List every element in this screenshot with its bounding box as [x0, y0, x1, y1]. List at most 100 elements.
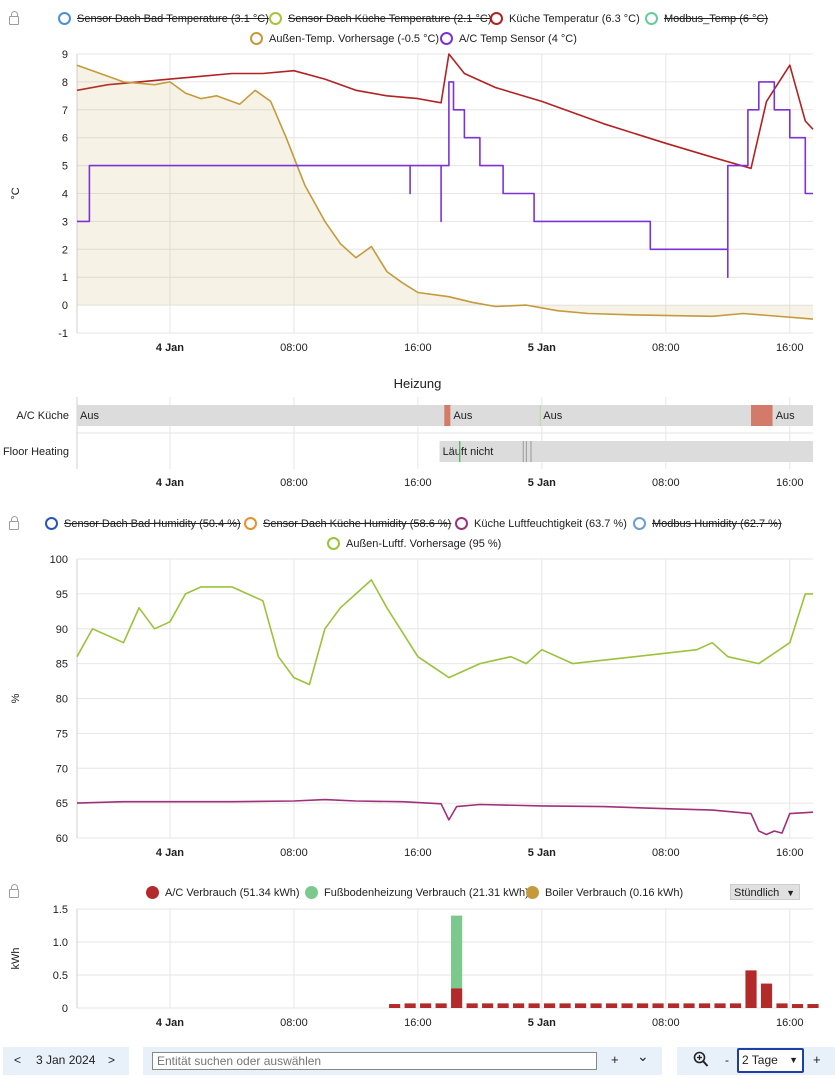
- timeline-row-label: A/C Küche: [16, 410, 69, 422]
- timeline-segment: [540, 405, 752, 426]
- energy-bar: [544, 1003, 556, 1008]
- timeline-segment-label: Aus: [80, 410, 99, 422]
- y-tick-label: 75: [56, 728, 68, 740]
- add-entity-button[interactable]: +: [611, 1052, 619, 1067]
- legend-dot-icon: [269, 12, 282, 25]
- timeline-chart[interactable]: 4 Jan 08:00 16:00 5 Jan 08:00 16:00 A/C Küche A…: [0, 395, 835, 495]
- x-tick-label: 5 Jan: [528, 847, 556, 859]
- legend-dot-icon: [526, 886, 539, 899]
- lock-icon[interactable]: [9, 884, 19, 898]
- legend-item[interactable]: Außen-Temp. Vorhersage (-0.5 °C): [250, 32, 439, 45]
- y-tick-label: 1: [62, 272, 68, 284]
- y-tick-label: 1.0: [53, 937, 68, 949]
- energy-bar: [698, 1003, 711, 1008]
- legend-item[interactable]: Modbus_Temp (6 °C): [645, 12, 768, 25]
- legend-dot-icon: [633, 517, 646, 530]
- energy-chart[interactable]: 0 0.5 1.0 1.5 4 Jan 08:00 16:00 5 Jan 08:00 16:00…: [0, 900, 835, 1040]
- y-axis-label: %: [10, 693, 22, 703]
- entity-picker: + ⌄: [143, 1047, 662, 1075]
- legend-dot-icon: [455, 517, 468, 530]
- energy-bar: [760, 983, 773, 1008]
- humidity-chart[interactable]: 60 65 70 75 80 85 90 95 100 4 Jan 08:00 16:00 5 Jan 0…: [0, 550, 835, 865]
- range-select-value: 2 Tage: [742, 1053, 778, 1067]
- legend-item[interactable]: Sensor Dach Küche Humidity (58.6 %): [244, 517, 451, 530]
- previous-day-button[interactable]: <: [14, 1053, 22, 1067]
- energy-bar: [667, 1003, 680, 1008]
- energy-bar: [729, 1003, 742, 1008]
- energy-bar: [636, 1003, 649, 1008]
- x-tick-label: 08:00: [280, 847, 308, 859]
- x-tick-label: 4 Jan: [156, 847, 184, 859]
- y-tick-label: 85: [56, 659, 68, 671]
- legend-dot-icon: [244, 517, 257, 530]
- range-select[interactable]: 2 Tage ▼: [737, 1048, 804, 1073]
- y-tick-label: 0: [62, 300, 68, 312]
- period-select-value: Stündlich: [734, 887, 780, 899]
- entity-search-input[interactable]: [152, 1052, 597, 1070]
- energy-bar: [683, 1003, 695, 1008]
- energy-bar: [435, 1003, 447, 1008]
- y-tick-label: 0.5: [53, 970, 68, 982]
- x-tick-label: 08:00: [280, 1017, 308, 1029]
- zoom-in-button[interactable]: +: [813, 1052, 821, 1067]
- x-tick-label: 16:00: [776, 847, 804, 859]
- legend-item[interactable]: Modbus Humidity (62.7 %): [633, 517, 782, 530]
- y-tick-label: 1.5: [53, 904, 68, 916]
- legend-dot-icon: [440, 32, 453, 45]
- energy-bar: [559, 1003, 571, 1008]
- x-tick-label: 4 Jan: [156, 1017, 184, 1029]
- y-tick-label: 6: [62, 133, 68, 145]
- energy-bar: [590, 1003, 602, 1008]
- y-tick-label: 65: [56, 798, 68, 810]
- legend-item[interactable]: Sensor Dach Bad Temperature (3.1 °C): [58, 12, 269, 25]
- legend-dot-icon: [645, 12, 658, 25]
- timeline-segment-label: Aus: [543, 410, 562, 422]
- timeline-segment: [444, 405, 451, 426]
- legend-item[interactable]: Küche Temperatur (6.3 °C): [490, 12, 640, 25]
- date-navigation: < 3 Jan 2024 >: [3, 1047, 129, 1075]
- y-tick-label: 8: [62, 77, 68, 89]
- chevron-down-icon[interactable]: ⌄: [637, 1048, 649, 1064]
- legend-item[interactable]: Außen-Luftf. Vorhersage (95 %): [327, 537, 501, 550]
- timeline-row-label: Floor Heating: [3, 446, 69, 458]
- energy-bar: [575, 1003, 587, 1008]
- zoom-icon[interactable]: [693, 1051, 709, 1069]
- lock-icon[interactable]: [9, 11, 19, 25]
- energy-bar: [482, 1003, 494, 1008]
- date-picker[interactable]: 3 Jan 2024: [36, 1053, 96, 1067]
- legend-item[interactable]: Sensor Dach Küche Temperature (2.1 °C): [269, 12, 492, 25]
- next-day-button[interactable]: >: [108, 1053, 116, 1067]
- x-tick-label: 08:00: [280, 477, 308, 489]
- x-tick-label: 4 Jan: [156, 342, 184, 354]
- timeline-segment: [439, 441, 813, 462]
- legend-item[interactable]: Sensor Dach Bad Humidity (50.4 %): [45, 517, 241, 530]
- energy-bar: [714, 1003, 726, 1008]
- x-tick-label: 08:00: [652, 342, 680, 354]
- temperature-chart[interactable]: -1 0 1 2 3 4 5 6 7 8 9 4 Jan 08:00 16:00 5 Jan 08:00 16:…: [0, 45, 835, 365]
- legend-dot-icon: [45, 517, 58, 530]
- series-line: [77, 81, 813, 278]
- energy-bar: [776, 1003, 788, 1008]
- x-tick-label: 08:00: [652, 477, 680, 489]
- timeline-segment: [751, 405, 773, 426]
- y-tick-label: 70: [56, 763, 68, 775]
- series-line: [76, 53, 814, 170]
- energy-bar: [791, 1004, 804, 1008]
- x-tick-label: 5 Jan: [528, 477, 556, 489]
- zoom-out-button[interactable]: -: [725, 1053, 729, 1067]
- series-line: [76, 798, 814, 836]
- legend-item[interactable]: Fußbodenheizung Verbrauch (21.31 kWh): [305, 886, 529, 899]
- legend-item[interactable]: A/C Verbrauch (51.34 kWh): [146, 886, 300, 899]
- x-tick-label: 08:00: [652, 1017, 680, 1029]
- legend-dot-icon: [305, 886, 318, 899]
- legend-item[interactable]: Boiler Verbrauch (0.16 kWh): [526, 886, 683, 899]
- energy-bar: [466, 1003, 478, 1008]
- energy-bar: [451, 988, 463, 1008]
- series-line: [76, 579, 813, 686]
- legend-item[interactable]: Küche Luftfeuchtigkeit (63.7 %): [455, 517, 627, 530]
- period-select[interactable]: Stündlich ▼: [730, 884, 800, 900]
- y-tick-label: 4: [62, 189, 68, 201]
- legend-item[interactable]: A/C Temp Sensor (4 °C): [440, 32, 577, 45]
- lock-icon[interactable]: [9, 516, 19, 530]
- y-axis-label: kWh: [10, 948, 22, 970]
